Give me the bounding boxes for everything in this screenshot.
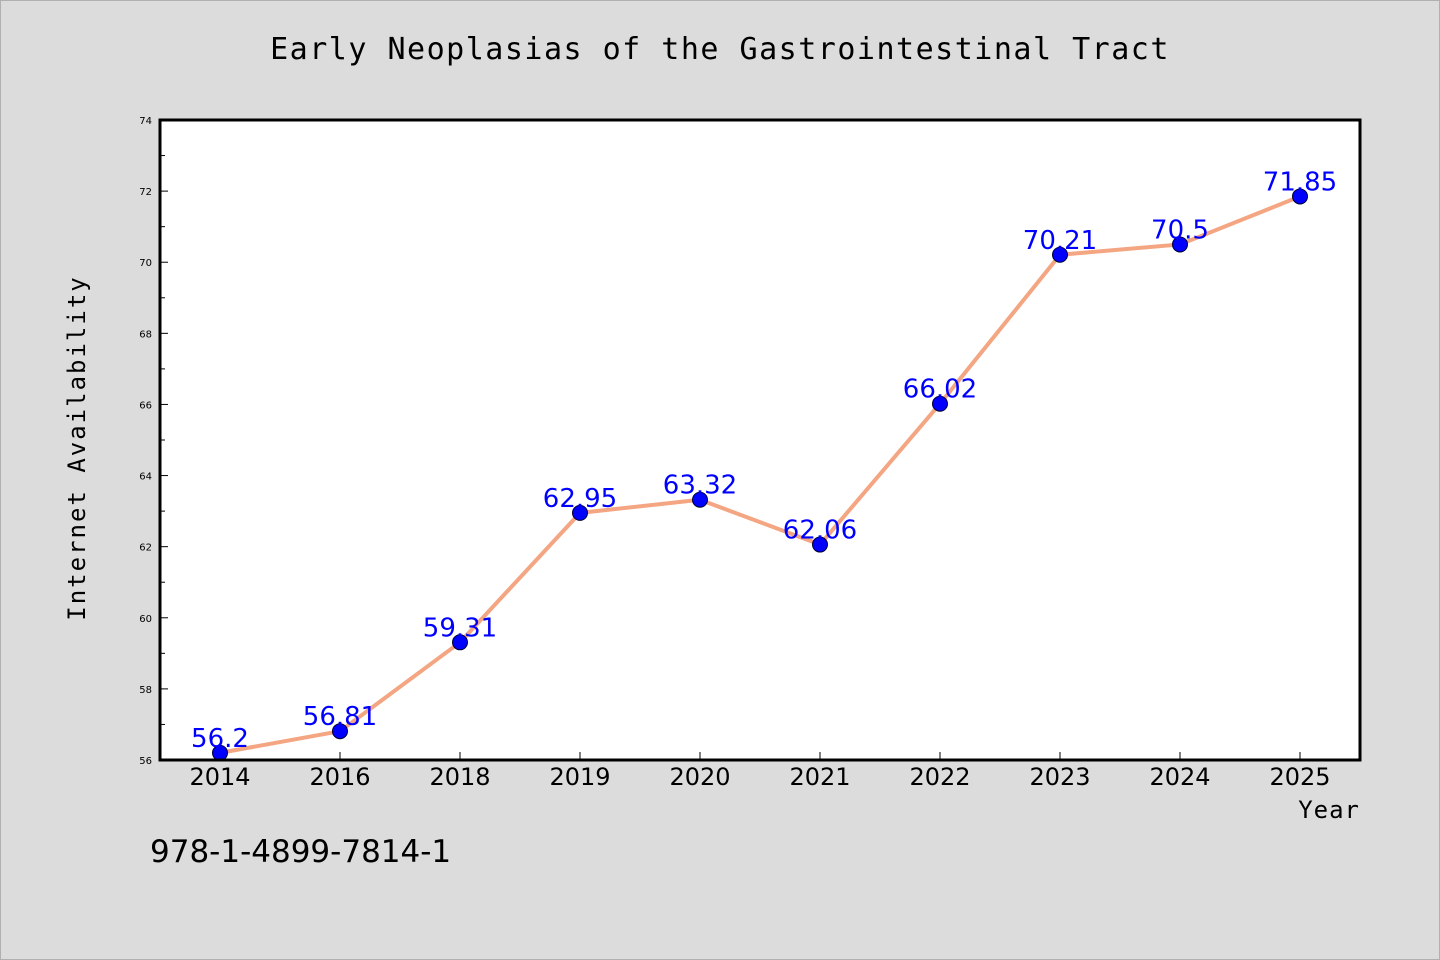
y-tick-label: 62 xyxy=(139,543,152,554)
chart-title: Early Neoplasias of the Gastrointestinal… xyxy=(270,32,1170,67)
x-axis-ticks: 2014 2016 2018 2019 2020 2021 2022 2023 2024 2025 xyxy=(189,752,1331,791)
data-label: 56.2 xyxy=(191,724,249,754)
y-tick-label: 66 xyxy=(139,400,152,411)
data-point-marker xyxy=(932,395,948,412)
x-tick-label: 2021 xyxy=(789,763,850,791)
data-label: 66.02 xyxy=(903,375,977,405)
data-label: 71.85 xyxy=(1263,167,1337,197)
data-point-marker xyxy=(1292,188,1308,205)
data-label: 62.95 xyxy=(543,484,617,514)
data-point-marker xyxy=(812,536,828,553)
y-tick-label: 64 xyxy=(139,472,152,483)
x-axis-label: Year xyxy=(1298,796,1360,824)
x-tick-label: 2016 xyxy=(309,763,370,791)
x-tick-label: 2024 xyxy=(1149,763,1210,791)
x-tick-label: 2018 xyxy=(429,763,490,791)
data-point-marker xyxy=(1052,246,1068,263)
y-tick-label: 70 xyxy=(139,258,152,269)
y-tick-label: 58 xyxy=(139,685,152,696)
plot-area xyxy=(160,120,1360,760)
y-tick-label: 72 xyxy=(139,187,152,198)
data-label: 59.31 xyxy=(423,613,497,643)
y-tick-label: 68 xyxy=(139,329,152,340)
data-point-marker xyxy=(332,723,348,740)
data-point-marker xyxy=(1172,236,1188,253)
data-point-marker xyxy=(692,491,708,508)
x-tick-label: 2020 xyxy=(669,763,730,791)
isbn-text: 978-1-4899-7814-1 xyxy=(150,834,452,870)
data-label: 56.81 xyxy=(303,702,377,732)
data-point-marker xyxy=(572,504,588,521)
series-line xyxy=(218,194,1302,755)
y-tick-label: 60 xyxy=(139,614,152,625)
data-label: 63.32 xyxy=(663,471,737,501)
data-label: 70.5 xyxy=(1151,215,1209,245)
plot-border xyxy=(158,118,1362,762)
x-tick-label: 2019 xyxy=(549,763,610,791)
series-group: 56.2 56.81 59.31 62.95 63.32 62.06 66.02 70.21 7… xyxy=(191,167,1337,761)
x-tick-label: 2022 xyxy=(909,763,970,791)
x-tick-label: 2023 xyxy=(1029,763,1090,791)
data-label: 62.06 xyxy=(783,516,857,546)
y-tick-label: 74 xyxy=(139,116,152,127)
y-tick-label: 56 xyxy=(139,756,152,767)
x-tick-label: 2014 xyxy=(189,763,250,791)
data-label: 70.21 xyxy=(1023,226,1097,256)
data-point-marker xyxy=(452,634,468,651)
x-tick-label: 2025 xyxy=(1269,763,1330,791)
